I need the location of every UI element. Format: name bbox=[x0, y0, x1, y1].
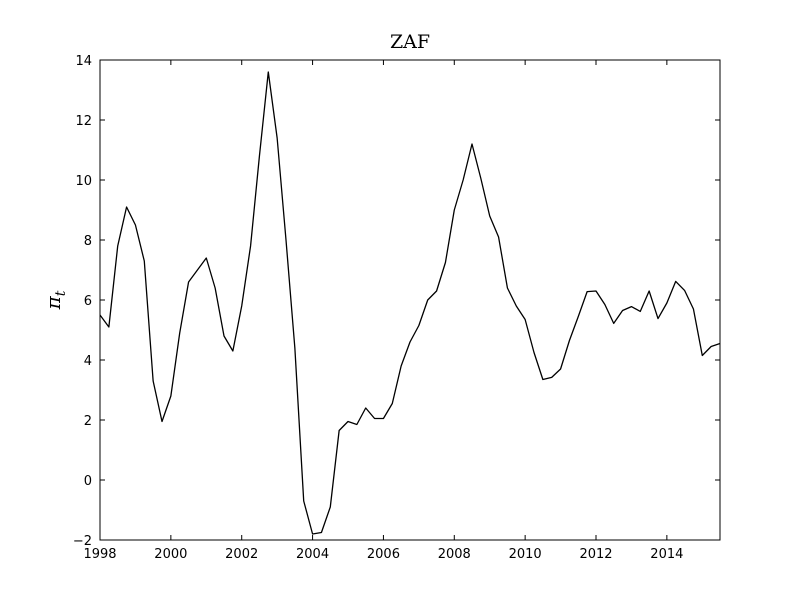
y-tick-label: 4 bbox=[84, 354, 92, 369]
y-tick-label: 6 bbox=[84, 294, 92, 309]
y-tick-label: 14 bbox=[75, 54, 92, 69]
x-tick-label: 2004 bbox=[296, 547, 329, 562]
x-tick-label: 2014 bbox=[650, 547, 683, 562]
x-tick-label: 2012 bbox=[579, 547, 612, 562]
x-tick-label: 2010 bbox=[509, 547, 542, 562]
x-tick-label: 2000 bbox=[154, 547, 187, 562]
y-axis-label-symbol: π bbox=[41, 295, 65, 310]
chart-title: ZAF bbox=[390, 31, 430, 53]
x-tick-label: 2006 bbox=[367, 547, 400, 562]
y-tick-label: 10 bbox=[75, 174, 92, 189]
y-tick-label: 12 bbox=[75, 114, 92, 129]
y-tick-label: 2 bbox=[84, 414, 92, 429]
plot-area bbox=[99, 71, 721, 535]
y-axis-label-subscript: t bbox=[53, 290, 69, 296]
y-tick-label: 0 bbox=[84, 474, 92, 489]
y-tick-label: −2 bbox=[73, 534, 92, 549]
y-tick-label: 8 bbox=[84, 234, 92, 249]
x-tick-label: 1998 bbox=[83, 547, 116, 562]
series-line-0 bbox=[99, 71, 721, 535]
plot-frame bbox=[99, 59, 721, 541]
x-tick-label: 2002 bbox=[225, 547, 258, 562]
axes: 1998 2000 2002 2004 2006 2008 2010 2012 2014 −2 0 2… bbox=[73, 54, 721, 562]
y-axis-label: πt bbox=[41, 290, 69, 310]
x-tick-label: 2008 bbox=[438, 547, 471, 562]
